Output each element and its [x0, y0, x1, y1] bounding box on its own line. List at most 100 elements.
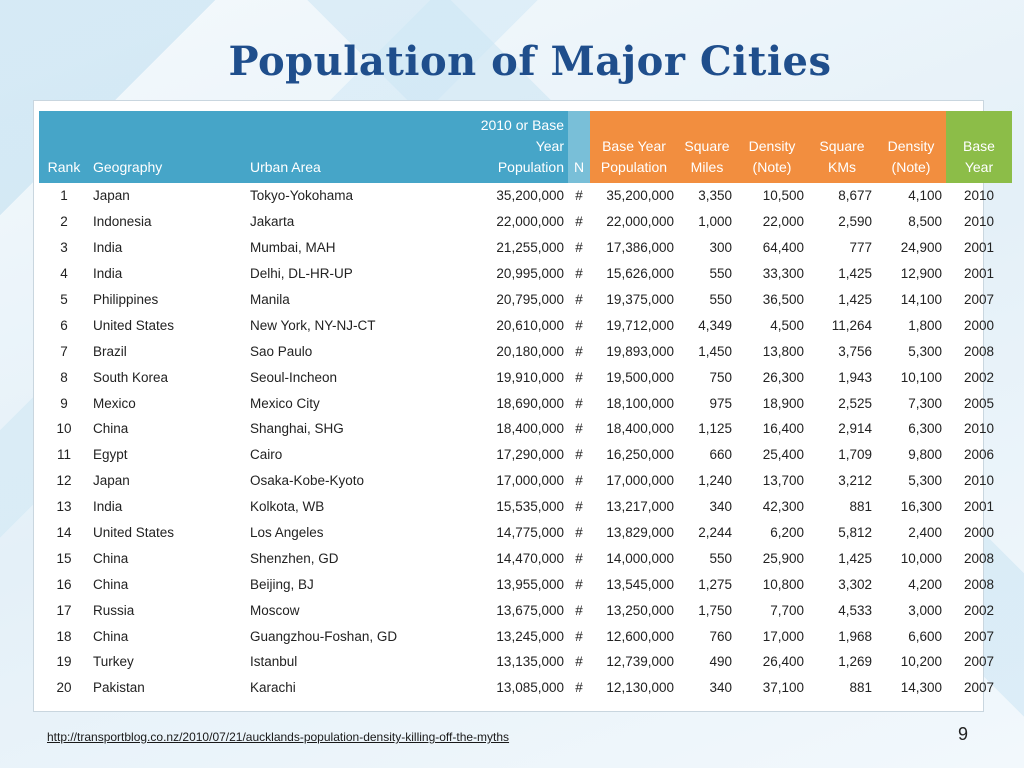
cell-geography: Pakistan — [93, 680, 145, 696]
cell-base-year-population: 13,829,000 — [606, 525, 674, 541]
cell-geography: Japan — [93, 473, 130, 489]
cell-geography: Philippines — [93, 292, 159, 307]
header-n: N — [568, 111, 590, 183]
header-density-kms: Density (Note) — [876, 111, 946, 183]
cell-population-2010: 13,955,000 — [496, 576, 564, 592]
cell-square-miles: 2,244 — [698, 525, 732, 541]
cell-density-kms: 8,500 — [908, 214, 942, 230]
source-link[interactable]: http://transportblog.co.nz/2010/07/21/au… — [47, 730, 510, 744]
cell-geography: Mexico — [93, 395, 136, 411]
cell-base-year-population: 12,130,000 — [606, 680, 674, 696]
cell-base-year: 2002 — [963, 602, 995, 618]
cell-geography: Indonesia — [93, 214, 152, 230]
header-geography: Geography — [89, 111, 246, 183]
cell-base-year: 2007 — [963, 654, 995, 670]
table-row: 9 Mexico Mexico City 18,690,000 #18,100,000 9… — [39, 390, 1012, 416]
cell-square-miles: 300 — [709, 240, 732, 256]
cell-square-kms: 2,525 — [838, 395, 872, 411]
cell-base-year-population: 18,400,000 — [606, 421, 674, 437]
cell-density-miles: 37,100 — [762, 680, 804, 696]
cell-square-kms: 881 — [849, 680, 872, 696]
cell-rank: 4 — [60, 266, 68, 282]
cell-urban-area: Shanghai, SHG — [250, 421, 344, 437]
cell-square-miles: 550 — [709, 550, 732, 566]
cell-urban-area: Beijing, BJ — [250, 576, 314, 592]
cell-base-year: 2010 — [963, 214, 995, 230]
header-population-2010-line3: Population — [497, 159, 564, 175]
cell-base-year: 2001 — [963, 266, 995, 282]
cell-population-2010: 19,910,000 — [496, 369, 564, 385]
cell-n: # — [575, 550, 583, 566]
cell-urban-area: Seoul-Incheon — [250, 369, 338, 385]
cell-base-year: 2007 — [963, 292, 995, 307]
cell-rank: 18 — [56, 628, 72, 644]
cell-density-kms: 4,100 — [908, 188, 942, 204]
cell-density-kms: 10,200 — [900, 654, 942, 670]
cell-base-year-population: 18,100,000 — [606, 395, 674, 411]
cell-geography: China — [93, 550, 129, 566]
cell-population-2010: 13,245,000 — [496, 628, 564, 644]
cell-base-year: 2010 — [963, 188, 995, 204]
cell-urban-area: Guangzhou-Foshan, GD — [250, 628, 398, 644]
cell-n: # — [575, 680, 583, 696]
cell-geography: United States — [93, 525, 175, 541]
cell-rank: 9 — [60, 395, 68, 411]
cell-rank: 19 — [56, 654, 72, 670]
cell-density-kms: 7,300 — [908, 395, 942, 411]
cell-base-year-population: 14,000,000 — [606, 550, 674, 566]
cell-rank: 8 — [60, 369, 68, 385]
header-base-pop-line2: Population — [600, 159, 668, 175]
cell-n: # — [575, 240, 583, 256]
cell-urban-area: Kolkota, WB — [250, 499, 325, 515]
cell-base-year-population: 15,626,000 — [606, 266, 674, 282]
cell-density-kms: 12,900 — [900, 266, 942, 282]
cell-density-miles: 42,300 — [762, 499, 804, 515]
cell-population-2010: 13,085,000 — [496, 680, 564, 696]
cell-density-miles: 26,400 — [762, 654, 804, 670]
cell-n: # — [575, 499, 583, 515]
cell-density-miles: 16,400 — [762, 421, 804, 437]
cell-square-kms: 3,756 — [838, 343, 872, 359]
cell-square-kms: 1,425 — [838, 292, 872, 307]
cell-n: # — [575, 395, 583, 411]
header-sq-km-line2: KMs — [828, 159, 856, 175]
cell-density-miles: 22,000 — [762, 214, 804, 230]
cell-base-year-population: 19,375,000 — [606, 292, 674, 307]
cell-urban-area: Manila — [250, 292, 290, 307]
cell-square-miles: 340 — [709, 499, 732, 515]
cell-rank: 2 — [60, 214, 68, 230]
cell-square-miles: 1,450 — [698, 343, 732, 359]
cell-rank: 6 — [60, 317, 68, 333]
header-sq-km-line1: Square — [819, 138, 865, 154]
cell-rank: 7 — [60, 343, 68, 359]
header-population-2010: 2010 or Base Year Population — [434, 111, 568, 183]
cell-square-kms: 5,812 — [838, 525, 872, 541]
table-row: 6 United States New York, NY-NJ-CT 20,610,0… — [39, 312, 1012, 338]
header-base-pop-line1: Base Year — [602, 138, 666, 154]
cell-density-kms: 4,200 — [908, 576, 942, 592]
table-body: 1 Japan Tokyo-Yokohama 35,200,000 #35,200,00… — [39, 183, 1012, 701]
cell-base-year-population: 13,545,000 — [606, 576, 674, 592]
header-base-year: Base Year — [946, 111, 1012, 183]
cell-n: # — [575, 628, 583, 644]
cell-density-kms: 6,300 — [908, 421, 942, 437]
cell-base-year-population: 17,386,000 — [606, 240, 674, 256]
table-row: 8 South Korea Seoul-Incheon 19,910,000 #19,5… — [39, 364, 1012, 390]
cell-population-2010: 17,290,000 — [496, 447, 564, 463]
cell-base-year: 2008 — [963, 576, 995, 592]
cell-base-year: 2006 — [963, 447, 995, 463]
cell-urban-area: Shenzhen, GD — [250, 550, 339, 566]
cell-rank: 1 — [60, 188, 68, 204]
cell-square-kms: 8,677 — [838, 188, 872, 204]
header-square-kms: Square KMs — [808, 111, 876, 183]
cell-density-kms: 16,300 — [900, 499, 942, 515]
cell-population-2010: 18,400,000 — [496, 421, 564, 437]
cell-n: # — [575, 473, 583, 489]
cell-base-year-population: 17,000,000 — [606, 473, 674, 489]
cell-base-year-population: 13,217,000 — [606, 499, 674, 515]
cell-square-miles: 3,350 — [698, 188, 732, 204]
header-square-miles: Square Miles — [678, 111, 736, 183]
cell-geography: Turkey — [93, 654, 134, 670]
cell-density-kms: 9,800 — [908, 447, 942, 463]
cell-population-2010: 21,255,000 — [496, 240, 564, 256]
